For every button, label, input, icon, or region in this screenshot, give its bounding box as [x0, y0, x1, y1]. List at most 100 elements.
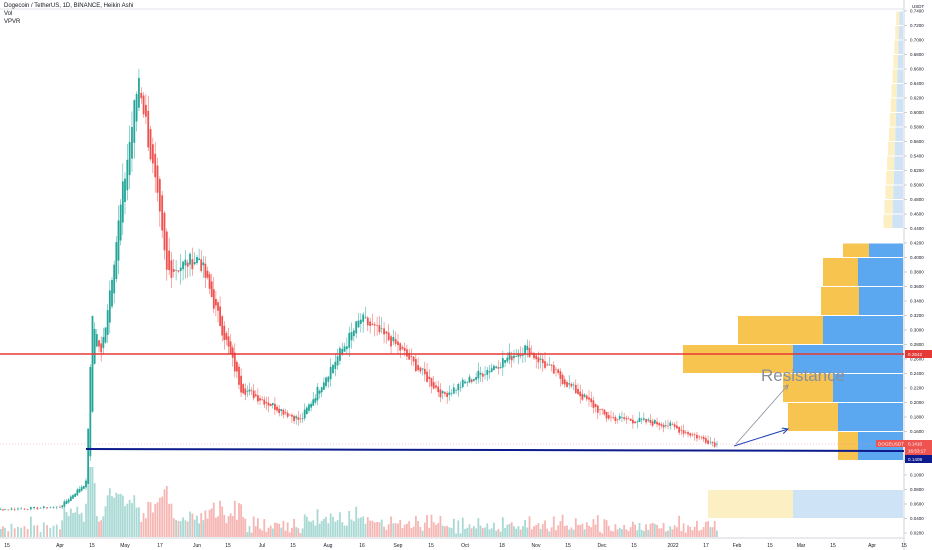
volume-bar [499, 531, 502, 537]
price-tick-label: 0.6000 [910, 110, 924, 115]
candle-body [2, 509, 4, 511]
volume-bar [240, 504, 242, 537]
volume-bar [461, 517, 464, 537]
price-tick-label: 0.4600 [910, 212, 924, 217]
price-tick-label: 0.0600 [910, 502, 924, 507]
candle-body [138, 77, 140, 108]
support-line[interactable] [85, 448, 905, 452]
vp-sell-bar [821, 287, 859, 315]
symbol-title[interactable]: Dogecoin / TetherUS, 1D, BINANCE, Heikin… [4, 3, 134, 9]
candle-body [282, 410, 285, 415]
time-tick-label: 16 [359, 543, 365, 549]
candle-body [305, 407, 308, 415]
candle-body [267, 402, 270, 406]
volume-bar [490, 528, 493, 537]
candle-body [508, 352, 511, 360]
candle-body [638, 417, 641, 423]
time-tick-label: Feb [733, 543, 742, 549]
candle-body [410, 356, 413, 358]
volume-bar [102, 516, 105, 537]
volume-bar [308, 521, 310, 537]
candle-body [392, 337, 395, 342]
candle-body [149, 129, 152, 160]
candle-body [693, 434, 696, 436]
candle-body [362, 314, 365, 322]
candle-body [419, 367, 422, 372]
candle-body [85, 480, 87, 488]
candle-body [660, 424, 663, 426]
volume-bar [572, 529, 575, 537]
volume-bar [403, 524, 406, 537]
candle-body [642, 418, 645, 420]
candle-body [147, 110, 150, 148]
candle-body [645, 419, 647, 423]
volume-bar [570, 527, 573, 537]
volume-bar [128, 499, 131, 537]
price-tick-label: 0.2600 [910, 357, 924, 362]
indicator-vol[interactable]: Vol [4, 11, 13, 17]
candle-body [423, 368, 426, 375]
candle-body [607, 415, 610, 419]
volume-bar [495, 530, 498, 537]
time-tick-label: 15 [565, 543, 571, 549]
candle-body [278, 408, 281, 414]
candle-body [435, 385, 437, 388]
volume-bar [541, 524, 544, 537]
volume-bar [457, 520, 460, 537]
volume-bar [93, 483, 96, 537]
volume-bar [689, 526, 692, 537]
volume-bar [687, 525, 689, 537]
price-tick-label: 0.6800 [910, 52, 924, 57]
candle-body [20, 508, 23, 510]
volume-bar [276, 523, 278, 537]
candle-body [93, 328, 96, 364]
candle-body [577, 388, 579, 395]
volume-bar [592, 519, 595, 537]
candle-body [182, 261, 184, 270]
volume-bar [693, 526, 696, 537]
candle-body [432, 382, 435, 389]
projection-arrow[interactable] [733, 429, 788, 447]
vp-buy-bar [898, 40, 903, 54]
volume-bar [74, 512, 77, 537]
volume-bar [426, 515, 428, 537]
resistance-annotation[interactable]: Resistance [761, 366, 845, 385]
target-arrow[interactable] [735, 385, 788, 445]
volume-bar [293, 518, 295, 537]
volume-bar [559, 521, 562, 537]
candle-body [629, 418, 632, 421]
price-tick-label: 0.5800 [910, 125, 924, 130]
volume-bar [362, 516, 365, 537]
candle-body [563, 379, 566, 385]
candle-body [69, 496, 72, 501]
candle-body [184, 259, 187, 266]
volume-bar [212, 502, 215, 537]
volume-bar [184, 520, 187, 537]
candle-body [295, 416, 298, 419]
candle-body [175, 270, 177, 271]
volume-bar [448, 527, 451, 537]
vp-buy-bar [897, 55, 903, 69]
candle-body [168, 250, 171, 271]
candle-body [369, 321, 372, 326]
volume-bar [634, 524, 636, 537]
vp-sell-bar [884, 200, 893, 214]
indicator-vpvr[interactable]: VPVR [4, 19, 21, 25]
price-tick-label: 0.6400 [910, 81, 924, 86]
candle-body [634, 421, 636, 424]
candle-body [334, 361, 337, 369]
candle-body [336, 356, 339, 366]
candle-body [46, 507, 48, 509]
volume-bar [198, 523, 200, 537]
candle-body [517, 353, 520, 357]
volume-bar [329, 513, 332, 537]
candle-body [348, 332, 351, 348]
candle-body [320, 387, 323, 393]
candle-body [111, 280, 113, 307]
candle-body [126, 159, 129, 191]
vp-buy-bar [838, 403, 903, 431]
volume-bar [548, 531, 551, 537]
candle-body [700, 436, 703, 438]
candle-body [394, 339, 397, 344]
